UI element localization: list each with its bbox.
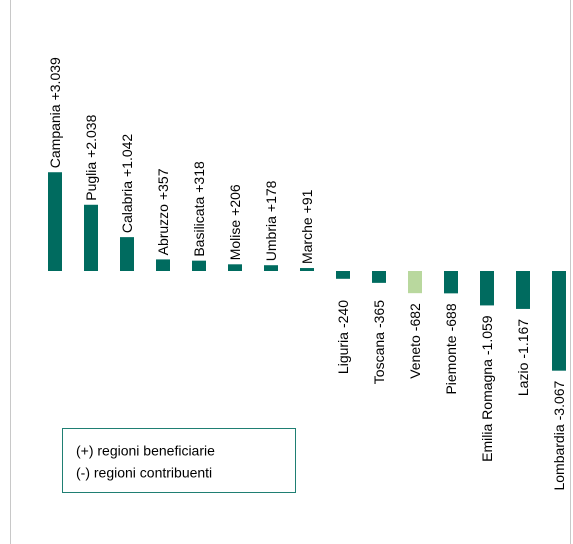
bar (552, 271, 566, 371)
category-label: Abruzzo (155, 204, 171, 256)
value-label: -682 (407, 303, 423, 331)
category-label: Campania (47, 104, 63, 168)
bar (156, 259, 170, 271)
bar-label: Puglia +2.038 (83, 114, 99, 200)
category-label: Lazio (515, 362, 531, 396)
bar-label: Veneto -682 (407, 303, 423, 379)
bar (48, 172, 62, 271)
category-label: Puglia (83, 162, 99, 201)
value-label: -1.059 (479, 315, 495, 355)
bar (192, 260, 206, 271)
category-label: Calabria (119, 181, 135, 233)
bar-label: Toscana -365 (371, 300, 387, 384)
value-label: -1.167 (515, 319, 531, 359)
bar (480, 271, 494, 306)
category-label: Liguria (335, 332, 351, 374)
category-label: Piemonte (443, 335, 459, 394)
value-label: -365 (371, 300, 387, 328)
value-label: -3.067 (551, 380, 567, 420)
bar (228, 264, 242, 271)
category-label: Basilicata (191, 197, 207, 257)
category-label: Umbria (263, 216, 279, 261)
bar (300, 268, 314, 271)
bar (372, 271, 386, 283)
category-label: Emilia Romagna (479, 359, 495, 462)
category-label: Marche (299, 217, 315, 264)
bar-label: Umbria +178 (263, 180, 279, 261)
value-label: +178 (263, 180, 279, 212)
bar-label: Emilia Romagna -1.059 (479, 315, 495, 462)
value-label: +357 (155, 168, 171, 200)
legend-text: (-) regioni contribuenti (76, 465, 212, 481)
bar-label: Liguria -240 (335, 300, 351, 374)
legend-text: (+) regioni beneficiarie (76, 443, 215, 459)
bar-label: Abruzzo +357 (155, 168, 171, 255)
bar (336, 271, 350, 279)
value-label: +91 (299, 189, 315, 213)
value-label: +2.038 (83, 114, 99, 157)
bar (516, 271, 530, 309)
bar-label: Lazio -1.167 (515, 319, 531, 396)
category-label: Veneto (407, 335, 423, 379)
bar-label: Campania +3.039 (47, 57, 63, 168)
category-label: Molise (227, 220, 243, 261)
bar (84, 204, 98, 271)
category-label: Toscana (371, 332, 387, 384)
value-label: +3.039 (47, 57, 63, 100)
bar-label: Marche +91 (299, 189, 315, 264)
bar-label: Molise +206 (227, 184, 243, 260)
bar (264, 265, 278, 271)
value-label: -688 (443, 303, 459, 331)
legend-box (62, 428, 296, 493)
bar (444, 271, 458, 294)
bar (408, 271, 422, 294)
value-label: +318 (191, 161, 207, 193)
bar (120, 237, 134, 271)
bar-label: Calabria +1.042 (119, 134, 135, 234)
value-label: -240 (335, 300, 351, 328)
bar-label: Lombardia -3.067 (551, 380, 567, 490)
bar-label: Basilicata +318 (191, 161, 207, 257)
bar-label: Piemonte -688 (443, 303, 459, 394)
category-label: Lombardia (551, 424, 567, 490)
value-label: +206 (227, 184, 243, 216)
value-label: +1.042 (119, 134, 135, 177)
